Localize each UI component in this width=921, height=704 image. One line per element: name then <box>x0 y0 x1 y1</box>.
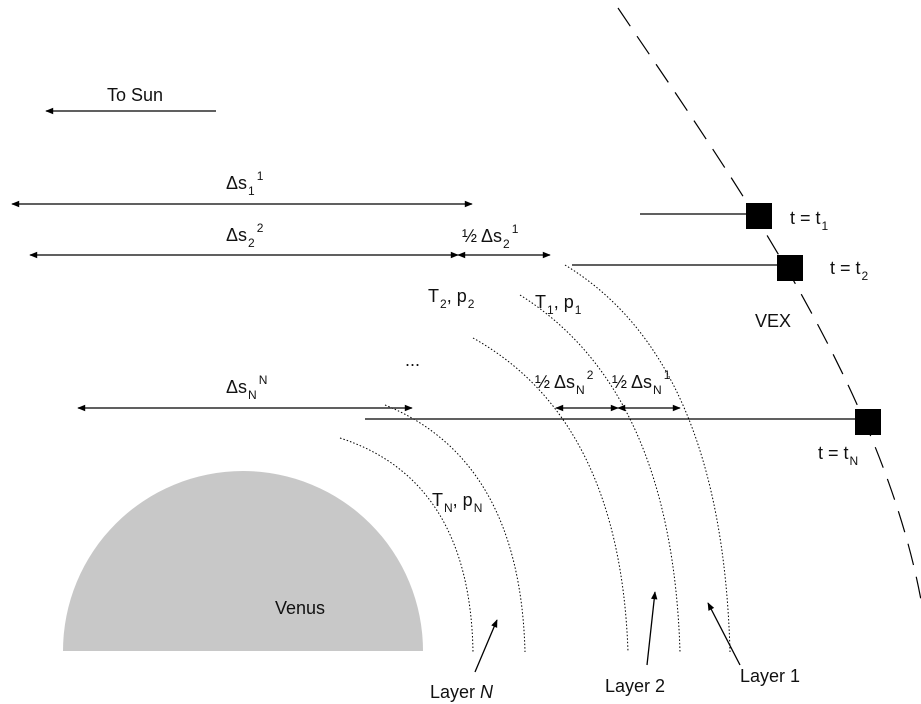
layer-label: Layer 1 <box>740 666 800 686</box>
layer-state-part: 1 <box>547 303 554 317</box>
segment-label: Δs22 <box>226 221 264 250</box>
layer-state-part: T <box>432 490 443 510</box>
layer-state-part: 2 <box>440 297 447 311</box>
layer-state: T2, p2 <box>428 286 475 311</box>
half-segment-label-part: ½ Δs <box>462 226 502 246</box>
ellipsis: ... <box>405 350 420 370</box>
segment-label-part: Δs <box>226 173 247 193</box>
pointer-arrow <box>646 591 658 666</box>
layer-label-part: 1 <box>790 666 800 686</box>
segment-label-part: 1 <box>257 169 264 183</box>
layer-state-part: T <box>428 286 439 306</box>
pointer-arrow <box>474 619 498 673</box>
layer-boundary <box>564 264 731 653</box>
layer-state: T1, p1 <box>535 292 582 317</box>
layer-label: Layer 2 <box>605 676 665 696</box>
layer-label-part: 2 <box>655 676 665 696</box>
half-segment-label-part: ½ Δs <box>612 372 652 392</box>
half-segment-label-part: N <box>576 383 585 397</box>
layer-state-part: N <box>444 501 453 515</box>
layer-state-part: , p <box>447 286 467 306</box>
venus-disk <box>63 471 423 651</box>
half-segment-label-part: N <box>653 383 662 397</box>
half-segment-label: ½ ΔsN2 <box>535 368 594 397</box>
segment-label: ΔsNN <box>226 373 267 402</box>
spacecraft-position <box>855 409 881 435</box>
layer-label: Layer N <box>430 682 494 702</box>
layer-state-part: 2 <box>468 297 475 311</box>
time-label-part: t = t <box>830 258 861 278</box>
time-label-part: t = t <box>818 443 849 463</box>
layer-label-part: Layer <box>605 676 650 696</box>
pointer-arrow <box>707 602 741 666</box>
time-label-part: N <box>850 454 859 468</box>
planet-label-part: Venus <box>275 598 325 618</box>
half-segment-label-part: 1 <box>664 368 671 382</box>
layer-state-part: , p <box>554 292 574 312</box>
layer-state-part: , p <box>453 490 473 510</box>
half-segment-label-part: 1 <box>512 222 519 236</box>
spacecraft-position <box>746 203 772 229</box>
time-label: t = t1 <box>790 208 829 233</box>
time-label: t = tN <box>818 443 858 468</box>
half-segment-label: ½ Δs21 <box>462 222 519 251</box>
time-label: t = t2 <box>830 258 869 283</box>
half-segment-label-part: 2 <box>587 368 594 382</box>
time-label-part: 1 <box>822 219 829 233</box>
spacecraft-position <box>777 255 803 281</box>
sun-label-part: To Sun <box>107 85 163 105</box>
layer-state-part: N <box>474 501 483 515</box>
trajectory <box>617 7 921 601</box>
layer-label-part: Layer <box>430 682 475 702</box>
time-label-part: t = t <box>790 208 821 228</box>
ellipsis-part: ... <box>405 350 420 370</box>
segment-label-part: 2 <box>257 221 264 235</box>
segment-label-part: Δs <box>226 377 247 397</box>
segment-label: Δs11 <box>226 169 264 198</box>
time-label-part: 2 <box>862 269 869 283</box>
layer-label-part: N <box>480 682 494 702</box>
segment-label-part: N <box>248 388 257 402</box>
segment-label-part: 1 <box>248 184 255 198</box>
segment-label-part: N <box>259 373 268 387</box>
layer-label-part: Layer <box>740 666 785 686</box>
half-segment-label-part: 2 <box>503 237 510 251</box>
spacecraft-label-part: VEX <box>755 311 791 331</box>
layer-state-part: 1 <box>575 303 582 317</box>
layer-state: TN, pN <box>432 490 482 515</box>
half-segment-label: ½ ΔsN1 <box>612 368 671 397</box>
layer-boundary <box>519 294 681 653</box>
sun-label: To Sun <box>107 85 163 105</box>
planet-label: Venus <box>275 598 325 618</box>
spacecraft-label: VEX <box>755 311 791 331</box>
layer-state-part: T <box>535 292 546 312</box>
segment-label-part: 2 <box>248 236 255 250</box>
half-segment-label-part: ½ Δs <box>535 372 575 392</box>
segment-label-part: Δs <box>226 225 247 245</box>
